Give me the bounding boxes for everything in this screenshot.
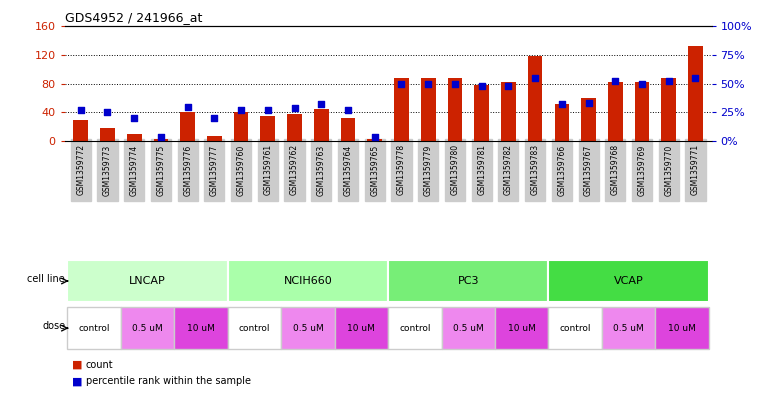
Point <box>209 115 221 121</box>
Text: percentile rank within the sample: percentile rank within the sample <box>86 376 251 386</box>
Bar <box>282 307 335 349</box>
Bar <box>501 82 516 141</box>
Point <box>182 103 194 110</box>
Point <box>288 105 301 111</box>
Text: control: control <box>399 324 431 332</box>
Bar <box>121 307 174 349</box>
Bar <box>655 307 708 349</box>
Bar <box>388 260 549 302</box>
Point <box>75 107 87 113</box>
Point <box>368 134 380 140</box>
Point <box>154 134 167 140</box>
Text: cell line: cell line <box>27 274 65 284</box>
Bar <box>100 129 115 141</box>
Text: 10 uM: 10 uM <box>187 324 215 332</box>
Bar <box>228 260 388 302</box>
Bar <box>661 78 676 141</box>
Bar <box>688 46 703 141</box>
Point <box>476 83 488 89</box>
Text: 0.5 uM: 0.5 uM <box>453 324 484 332</box>
Bar <box>314 109 329 141</box>
Point <box>663 78 675 84</box>
Bar <box>602 307 655 349</box>
Text: 0.5 uM: 0.5 uM <box>132 324 163 332</box>
Text: dose: dose <box>42 321 65 331</box>
Bar <box>549 260 708 302</box>
Bar <box>228 307 282 349</box>
Text: VCAP: VCAP <box>614 276 644 286</box>
Text: count: count <box>86 360 113 370</box>
Bar <box>207 136 221 141</box>
Point <box>422 80 435 86</box>
Bar <box>154 139 168 141</box>
Bar <box>368 139 382 141</box>
Point <box>315 101 327 108</box>
Point <box>396 80 408 86</box>
Point <box>556 101 568 108</box>
Text: ■: ■ <box>72 360 83 370</box>
Bar <box>528 56 543 141</box>
Bar <box>635 82 649 141</box>
Text: 0.5 uM: 0.5 uM <box>292 324 323 332</box>
Text: control: control <box>78 324 110 332</box>
Bar <box>474 85 489 141</box>
Bar <box>335 307 388 349</box>
Point <box>689 75 702 81</box>
Text: ■: ■ <box>72 376 83 386</box>
Text: 0.5 uM: 0.5 uM <box>613 324 644 332</box>
Bar <box>447 78 462 141</box>
Point <box>582 100 594 107</box>
Point <box>610 78 622 84</box>
Bar <box>421 78 435 141</box>
Bar <box>549 307 602 349</box>
Bar <box>287 114 302 141</box>
Text: PC3: PC3 <box>457 276 479 286</box>
Text: LNCAP: LNCAP <box>129 276 166 286</box>
Bar <box>495 307 549 349</box>
Point <box>342 107 354 113</box>
Bar <box>68 260 228 302</box>
Bar <box>73 120 88 141</box>
Text: 10 uM: 10 uM <box>348 324 375 332</box>
Bar <box>555 104 569 141</box>
Bar <box>68 307 121 349</box>
Bar <box>174 307 228 349</box>
Point <box>101 109 113 116</box>
Bar <box>441 307 495 349</box>
Text: 10 uM: 10 uM <box>508 324 536 332</box>
Bar <box>341 118 355 141</box>
Bar <box>608 82 622 141</box>
Point <box>235 107 247 113</box>
Bar <box>581 98 596 141</box>
Text: control: control <box>559 324 591 332</box>
Point <box>128 115 140 121</box>
Point <box>502 83 514 89</box>
Bar <box>234 112 248 141</box>
Bar <box>260 116 275 141</box>
Text: control: control <box>239 324 270 332</box>
Point <box>636 80 648 86</box>
Bar <box>180 112 195 141</box>
Text: 10 uM: 10 uM <box>668 324 696 332</box>
Point <box>529 75 541 81</box>
Bar <box>127 134 142 141</box>
Bar <box>388 307 441 349</box>
Point <box>262 107 274 113</box>
Point <box>449 80 461 86</box>
Text: NCIH660: NCIH660 <box>284 276 333 286</box>
Text: GDS4952 / 241966_at: GDS4952 / 241966_at <box>65 11 202 24</box>
Bar <box>394 78 409 141</box>
